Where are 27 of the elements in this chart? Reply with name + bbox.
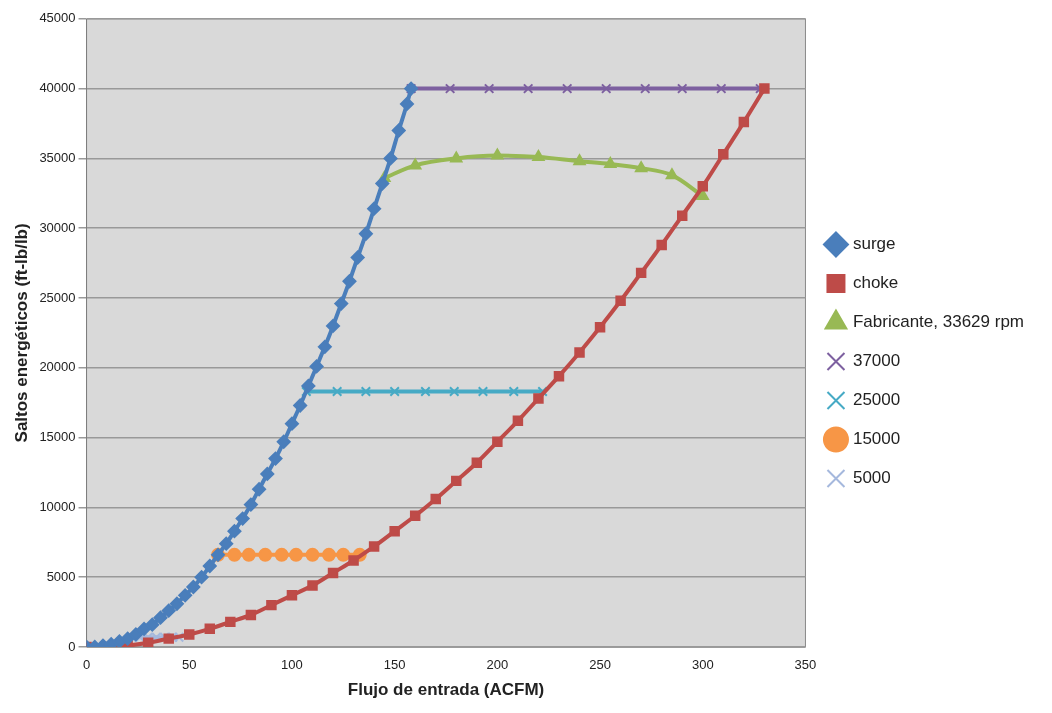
y-axis-title: Saltos energéticos (ft-lb/lb): [11, 223, 31, 443]
x-tick-label: 300: [691, 657, 714, 673]
y-tick-label: 45000: [39, 10, 76, 26]
legend-label: 37000: [852, 351, 901, 371]
x-tick-label: 150: [383, 657, 406, 673]
legend-label: 15000: [852, 429, 901, 449]
x-tick-label: 100: [281, 657, 303, 673]
y-tick-label: 0: [68, 638, 76, 654]
y-tick-label: 35000: [39, 149, 76, 165]
x-tick-label: 250: [589, 657, 611, 673]
y-tick-label: 40000: [39, 80, 76, 96]
y-tick-label: 15000: [39, 429, 76, 445]
y-tick-label: 10000: [39, 498, 76, 514]
x-axis-title: Flujo de entrada (ACFM): [347, 680, 545, 700]
legend-label: 5000: [852, 468, 891, 488]
x-tick-label: 50: [182, 657, 197, 673]
x-tick-label: 200: [486, 657, 509, 673]
legend-label: 25000: [852, 390, 901, 410]
y-tick-label: 20000: [39, 359, 76, 375]
y-tick-label: 25000: [39, 289, 76, 305]
legend-label: choke: [852, 273, 899, 293]
legend-label: Fabricante, 33629 rpm: [852, 312, 1025, 332]
x-tick-label: 350: [794, 657, 817, 673]
x-tick-label: 0: [82, 657, 91, 673]
y-tick-label: 5000: [46, 568, 76, 584]
y-tick-label: 30000: [39, 219, 76, 235]
legend-label: surge: [852, 234, 896, 254]
